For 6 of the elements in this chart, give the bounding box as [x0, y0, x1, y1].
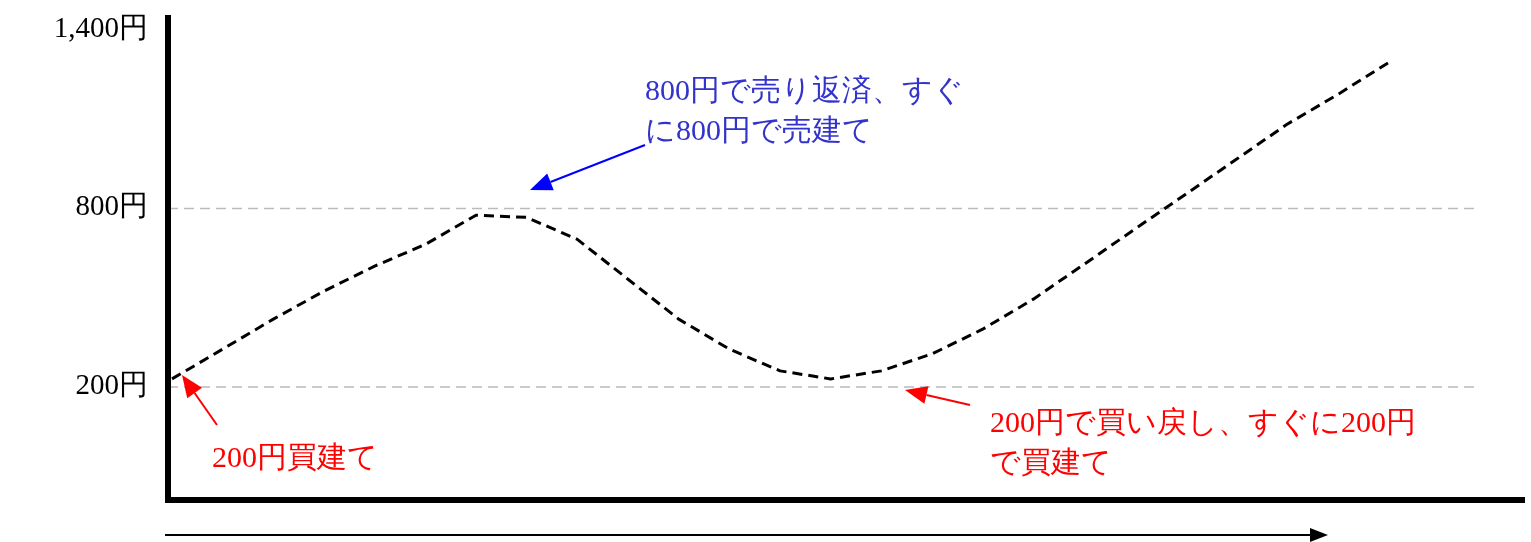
- annotation: 800円で売り返済、すぐに800円で売建て: [645, 72, 965, 148]
- y-tick-label: 1,400円: [53, 10, 148, 43]
- y-tick-label: 800円: [75, 189, 148, 222]
- annotation: 200円で買い戻し、すぐに200円で買建て: [990, 404, 1417, 480]
- y-tick-label: 200円: [75, 367, 148, 400]
- annotation: 200円買建て: [212, 439, 379, 475]
